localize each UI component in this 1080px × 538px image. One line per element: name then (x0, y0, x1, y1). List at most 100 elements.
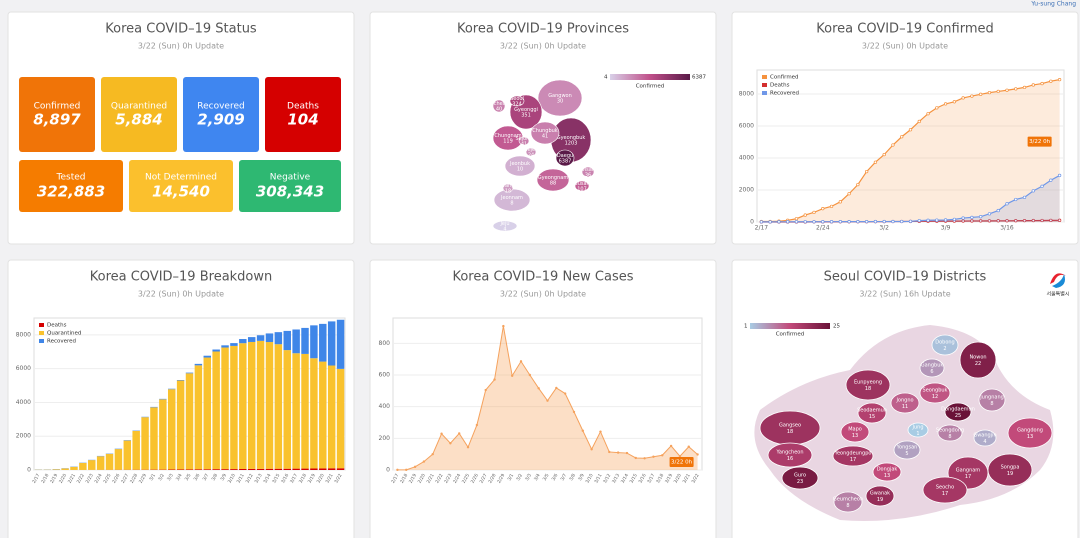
point (440, 432, 443, 435)
bar-segment (247, 341, 256, 469)
author: Yu-sung Chang (1030, 1, 1076, 8)
legend-gradient (750, 323, 830, 329)
district (973, 429, 997, 447)
district (890, 392, 920, 414)
panel-subtitle: 3/22 (Sun) 0h Update (138, 290, 224, 299)
bar-segment (265, 468, 274, 470)
district-name: Yangcheon (776, 450, 804, 456)
bar-segment (274, 332, 283, 345)
point (961, 96, 965, 100)
district (978, 388, 1006, 412)
x-tick-label: 3/11 (236, 473, 246, 485)
point (1040, 184, 1044, 188)
point (829, 220, 834, 224)
district-value: 8 (948, 434, 951, 440)
x-tick-label: 2/29 (138, 473, 148, 485)
district-name: Nowon (969, 355, 986, 361)
point (996, 219, 1000, 223)
district-value: 16 (787, 456, 793, 462)
bar-segment (221, 345, 229, 348)
point (803, 220, 807, 224)
bar-segment (310, 468, 318, 470)
bar-segment (292, 353, 300, 469)
point (687, 445, 690, 448)
legend-max: 25 (833, 324, 840, 330)
point (935, 106, 939, 110)
province-value: 351 (521, 113, 531, 119)
annotation: 3/22 0h (1029, 139, 1051, 145)
province-name: Busan (574, 181, 589, 187)
point (422, 460, 426, 463)
district (893, 440, 921, 460)
bar-segment (203, 357, 212, 470)
point (405, 468, 408, 472)
point (961, 219, 965, 223)
point (882, 219, 886, 224)
legend-max: 6387 (692, 75, 706, 81)
province (509, 95, 525, 107)
x-tick-label: 3/19 (664, 473, 674, 485)
y-tick-label: 4000 (16, 399, 31, 406)
stat-box (19, 160, 123, 212)
bar-segment (319, 361, 327, 469)
point (449, 442, 452, 445)
bar-segment (176, 469, 185, 470)
province (492, 220, 518, 232)
point (803, 213, 807, 217)
province (581, 166, 595, 178)
bar-segment (239, 468, 247, 470)
district-name: Dongdaemun (941, 407, 975, 413)
x-tick-label: 3/16 (1000, 225, 1014, 232)
x-tick-label: 3/14 (620, 473, 630, 485)
x-tick-label: 2/18 (399, 473, 409, 485)
point (943, 218, 948, 222)
point (996, 208, 1000, 213)
province-value: 24 (528, 153, 534, 159)
point (696, 453, 699, 456)
bar-segment (221, 469, 229, 470)
province-value: 107 (577, 187, 587, 193)
district (781, 466, 819, 490)
stat-label: Not Determined (145, 173, 217, 183)
point (431, 452, 434, 456)
district-name: Jungnang (979, 395, 1004, 401)
point (608, 450, 611, 454)
bar-segment (336, 319, 345, 369)
x-tick-label: 2/21 (426, 473, 436, 485)
bar-segment (301, 468, 309, 470)
province-name: Gyeongnam (538, 175, 569, 181)
bar-segment (176, 380, 185, 381)
point (961, 216, 965, 220)
x-tick-label: 3/13 (253, 473, 263, 485)
province-name: Gyeongbuk (557, 135, 586, 141)
point (1014, 197, 1018, 202)
point (847, 219, 851, 224)
bar-segment (159, 399, 167, 470)
point (970, 94, 974, 98)
annotation-box (1027, 136, 1052, 147)
x-tick-label: 3/17 (646, 473, 656, 485)
x-tick-label: 2/26 (470, 473, 480, 485)
province-name: Seoul (510, 96, 524, 102)
district (907, 422, 929, 438)
district-value: 1 (916, 431, 919, 437)
legend-swatch (39, 331, 44, 335)
stat-value: 308,343 (256, 183, 324, 201)
legend-label: Recovered (47, 339, 76, 345)
stat-value: 14,540 (152, 183, 210, 201)
point (1005, 219, 1009, 223)
point (616, 451, 620, 454)
x-tick-label: 3/2 (157, 473, 166, 482)
bar-segment (230, 343, 238, 346)
legend-label: Quarantined (47, 331, 81, 337)
district-value: 2 (943, 346, 946, 352)
x-tick-label: 3/15 (271, 473, 281, 485)
point (1022, 85, 1027, 90)
province (518, 136, 530, 146)
bar-segment (167, 388, 176, 390)
province-value: 18 (505, 189, 511, 195)
point (669, 444, 673, 448)
stat-box (19, 77, 95, 152)
district-value: 13 (852, 433, 858, 439)
y-tick-label: 0 (386, 467, 390, 474)
